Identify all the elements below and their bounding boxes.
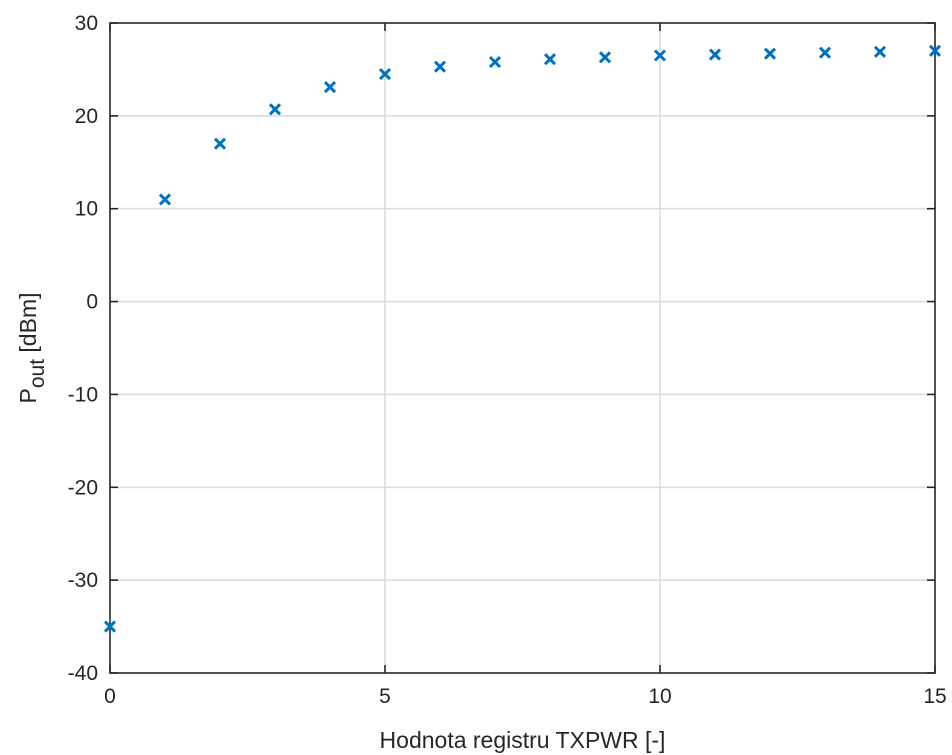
data-point <box>268 103 282 116</box>
data-point <box>928 44 942 57</box>
y-tick-label: 10 <box>75 198 98 221</box>
y-tick-label: -40 <box>68 662 98 685</box>
y-tick-label: 20 <box>75 105 98 128</box>
data-point <box>873 45 887 58</box>
x-tick-label: 10 <box>648 685 671 708</box>
data-point <box>543 53 557 66</box>
y-tick-label: -20 <box>68 476 98 499</box>
y-axis-label-main: P <box>15 388 41 403</box>
x-tick-label: 0 <box>104 685 116 708</box>
y-axis-label-subscript: out <box>26 359 49 388</box>
y-axis-label: Pout [dBm] <box>15 292 49 403</box>
x-tick-label: 15 <box>923 685 946 708</box>
data-point <box>708 48 722 61</box>
y-tick-label: -30 <box>68 569 98 592</box>
marker-layer <box>103 44 942 633</box>
data-point <box>433 60 447 73</box>
y-tick-label: -10 <box>68 383 98 406</box>
tick-layer: 0 5 10 15 -40 -30 -20 -10 0 10 20 30 <box>68 12 947 708</box>
grid-layer <box>110 23 935 673</box>
data-point <box>213 137 227 150</box>
data-point <box>158 193 172 206</box>
data-point <box>378 68 392 81</box>
data-point <box>598 51 612 64</box>
x-axis-label: Hodnota registru TXPWR [-] <box>380 727 666 753</box>
plot-frame <box>109 22 936 674</box>
data-point <box>103 620 117 633</box>
x-tick-label: 5 <box>379 685 391 708</box>
data-point <box>763 47 777 60</box>
y-axis-label-unit: [dBm] <box>15 292 41 358</box>
data-point <box>653 49 667 62</box>
data-point <box>818 46 832 59</box>
data-point <box>488 55 502 69</box>
y-tick-label: 0 <box>86 291 98 314</box>
data-point <box>323 81 337 94</box>
y-tick-label: 30 <box>75 12 98 35</box>
